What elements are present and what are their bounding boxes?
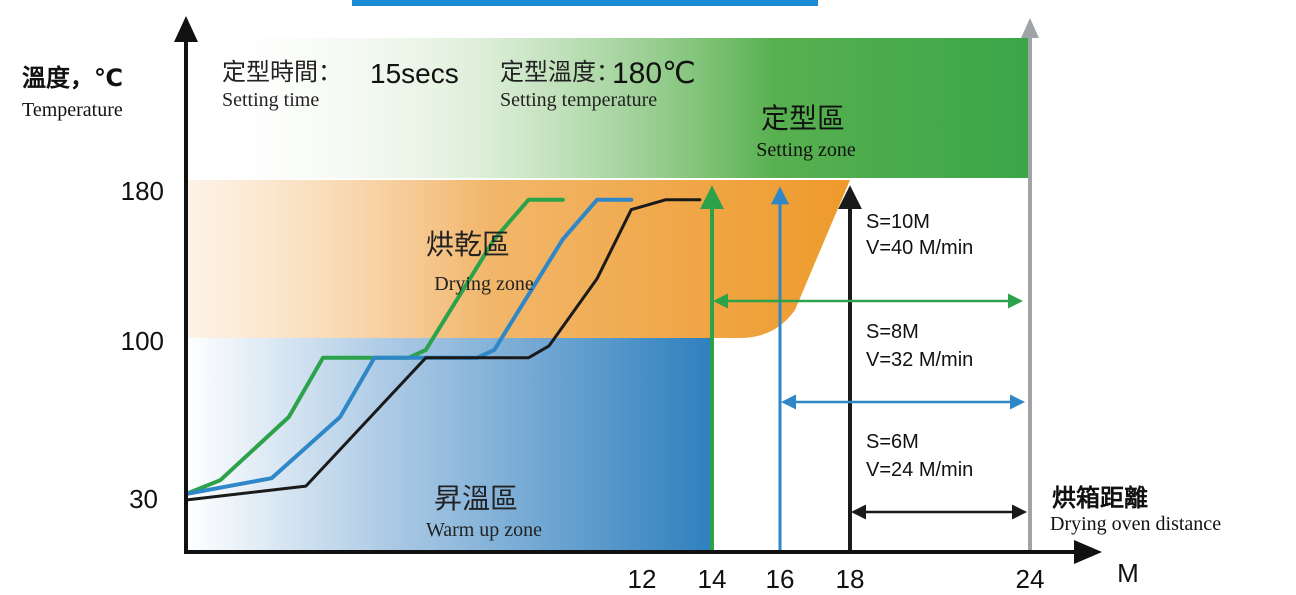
x-axis-label-en: Drying oven distance bbox=[1050, 513, 1221, 535]
drying-zone-band bbox=[186, 180, 850, 338]
setting-temp-value: 180℃ bbox=[612, 57, 696, 90]
setting-zone-band bbox=[186, 38, 1028, 178]
x-axis-unit: M bbox=[1117, 558, 1139, 588]
temperature-curves bbox=[184, 197, 702, 502]
warm-up-zone-label-cn: 昇溫區 bbox=[434, 483, 518, 514]
y-axis-label-en: Temperature bbox=[22, 99, 123, 121]
x-tick-12: 12 bbox=[628, 564, 657, 594]
drying-zone-label-en: Drying zone bbox=[434, 273, 534, 295]
annotation-s-8m: S=8M bbox=[866, 321, 919, 343]
setting-zone-label-en: Setting zone bbox=[756, 139, 856, 161]
warm-up-zone-label-en: Warm up zone bbox=[426, 519, 542, 541]
setting-temp-label-en: Setting temperature bbox=[500, 89, 657, 111]
setting-time-value: 15secs bbox=[370, 58, 459, 89]
warm-up-zone-band bbox=[186, 338, 712, 552]
setting-time-label-cn: 定型時間： bbox=[222, 59, 342, 86]
x-axis-label-cn: 烘箱距離 bbox=[1052, 484, 1148, 512]
y-tick-30: 30 bbox=[129, 484, 158, 514]
y-axis-label-cn: 溫度，℃ bbox=[22, 64, 123, 92]
drying-zone-label-cn: 烘乾區 bbox=[426, 229, 510, 260]
annotation-v-24: V=24 M/min bbox=[866, 459, 973, 481]
setting-temp-label-cn: 定型溫度： bbox=[500, 59, 620, 86]
annotation-s-6m: S=6M bbox=[866, 431, 919, 453]
annotation-v-32: V=32 M/min bbox=[866, 349, 973, 371]
annotation-s-10m: S=10M bbox=[866, 211, 930, 233]
y-tick-100: 100 bbox=[121, 326, 164, 356]
y-tick-180: 180 bbox=[121, 176, 164, 206]
x-tick-16: 16 bbox=[766, 564, 795, 594]
top-banner-bar bbox=[352, 0, 818, 6]
y-axis-arrowhead bbox=[174, 16, 198, 42]
setting-zone-label-cn: 定型區 bbox=[761, 103, 845, 134]
x-tick-14: 14 bbox=[698, 564, 727, 594]
x-tick-18: 18 bbox=[836, 564, 865, 594]
curve-black-end-18 bbox=[184, 198, 702, 502]
annotation-v-40: V=40 M/min bbox=[866, 237, 973, 259]
x-axis-arrowhead bbox=[1074, 540, 1102, 564]
oven-end-arrowhead bbox=[1021, 18, 1039, 38]
setting-time-label-en: Setting time bbox=[222, 89, 319, 111]
x-tick-24: 24 bbox=[1016, 564, 1045, 594]
